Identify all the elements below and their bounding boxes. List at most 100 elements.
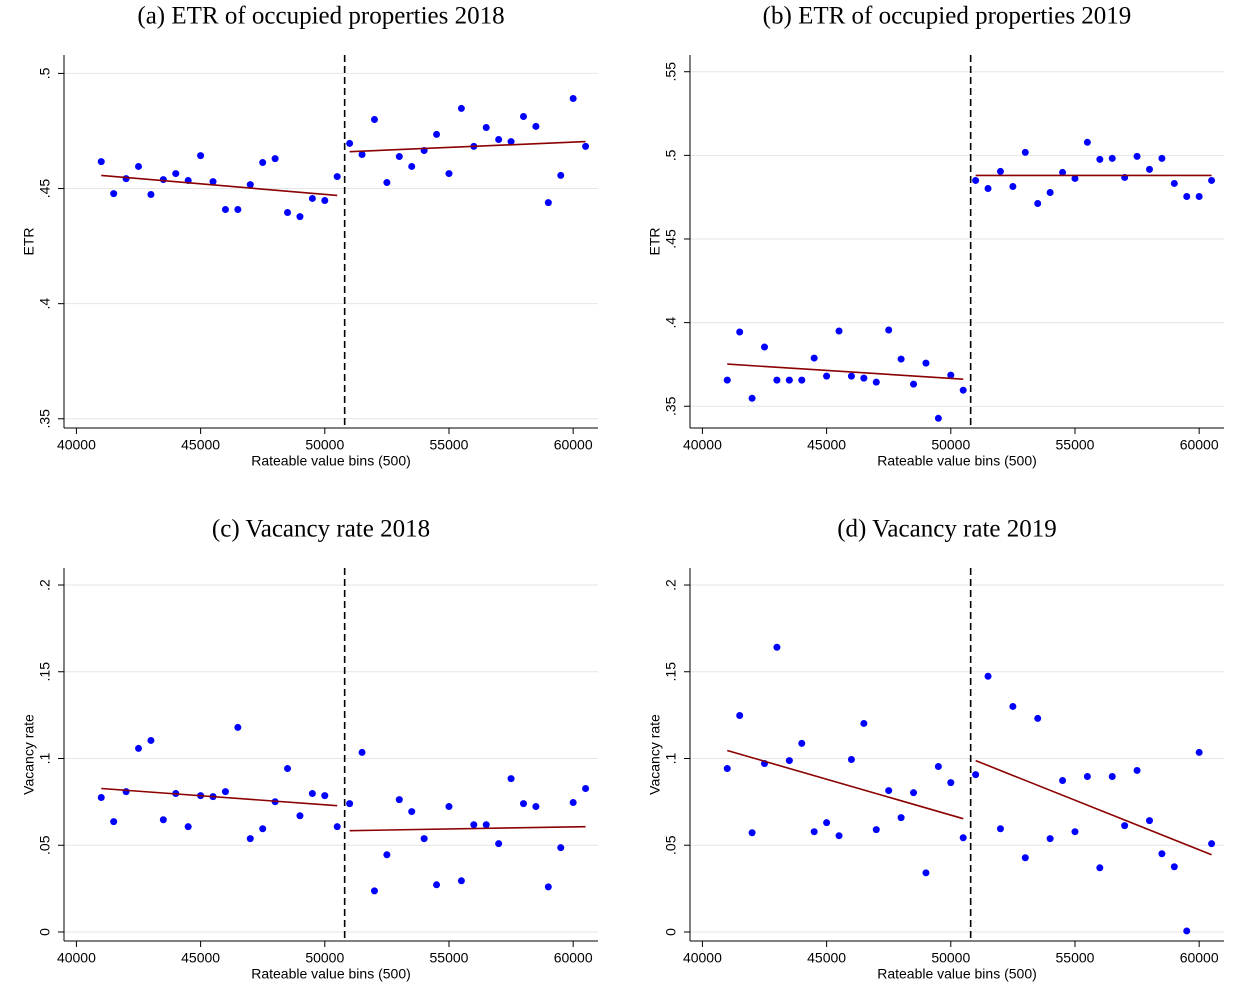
y-tick-label: .4 [37, 298, 53, 310]
data-point [221, 205, 229, 213]
data-point [296, 812, 304, 820]
y-tick-label: .4 [663, 317, 679, 329]
data-point [996, 825, 1004, 833]
x-tick-label: 55000 [1056, 437, 1095, 453]
data-point [984, 184, 992, 192]
data-point [395, 153, 403, 161]
data-point [872, 826, 880, 834]
data-point [445, 803, 453, 811]
data-point [321, 792, 329, 800]
y-tick-label: 0 [37, 928, 53, 936]
data-point [557, 171, 565, 179]
y-axis-label: ETR [647, 228, 663, 256]
data-point [308, 194, 316, 202]
x-tick-label: 60000 [1180, 950, 1219, 966]
x-tick-label: 45000 [807, 437, 846, 453]
data-point [544, 199, 552, 207]
data-point [1183, 193, 1191, 201]
data-point [197, 152, 205, 160]
y-tick-label: .45 [37, 179, 53, 199]
x-tick-label: 45000 [807, 950, 846, 966]
data-point [1133, 152, 1141, 160]
data-point [1208, 176, 1216, 184]
data-point [1133, 766, 1141, 774]
data-point [370, 115, 378, 123]
data-point [1158, 850, 1166, 858]
data-point [172, 170, 180, 178]
data-point [395, 796, 403, 804]
x-tick-label: 40000 [57, 950, 96, 966]
data-point [470, 821, 478, 829]
y-tick-label: .35 [37, 409, 53, 429]
data-point [557, 844, 565, 852]
x-tick-label: 40000 [683, 437, 722, 453]
data-point [482, 124, 490, 132]
data-point [959, 386, 967, 394]
x-tick-label: 55000 [430, 437, 469, 453]
data-point [346, 139, 354, 147]
data-point [544, 883, 552, 891]
x-axis-label: Rateable value bins (500) [877, 966, 1037, 982]
data-point [358, 150, 366, 158]
data-point [110, 818, 118, 826]
data-point [761, 343, 769, 351]
data-point [308, 790, 316, 798]
x-tick-label: 55000 [1056, 950, 1095, 966]
data-point [97, 158, 105, 166]
data-point [1158, 154, 1166, 162]
data-point [773, 643, 781, 651]
data-point [922, 869, 930, 877]
data-point [1083, 138, 1091, 146]
data-point [346, 800, 354, 808]
x-axis-label: Rateable value bins (500) [251, 453, 411, 469]
data-point [234, 205, 242, 213]
data-point [259, 159, 267, 167]
data-point [383, 851, 391, 859]
data-point [1009, 702, 1017, 710]
data-point [1083, 773, 1091, 781]
x-tick-label: 45000 [181, 437, 220, 453]
data-point [284, 208, 292, 216]
data-point [835, 327, 843, 335]
data-point [433, 881, 441, 889]
data-point [835, 832, 843, 840]
y-axis-label: ETR [21, 228, 37, 256]
data-point [582, 785, 590, 793]
data-point [420, 835, 428, 843]
data-point [823, 372, 831, 380]
data-point [1021, 148, 1029, 156]
data-point [457, 104, 465, 112]
data-point [321, 197, 329, 205]
data-point [748, 394, 756, 402]
panel-title: (d) Vacancy rate 2019 [837, 516, 1057, 543]
data-point [723, 765, 731, 773]
data-point [972, 176, 980, 184]
y-tick-label: .1 [37, 752, 53, 764]
fit-line [349, 140, 586, 153]
data-point [1108, 773, 1116, 781]
x-tick-label: 50000 [305, 437, 344, 453]
data-point [519, 800, 527, 808]
plot-area [690, 55, 1224, 428]
data-point [1096, 864, 1104, 872]
data-point [922, 359, 930, 367]
data-point [582, 142, 590, 150]
x-tick-label: 50000 [931, 950, 970, 966]
y-tick-label: 0 [663, 928, 679, 936]
data-point [433, 130, 441, 138]
data-point [159, 816, 167, 824]
data-point [135, 162, 143, 170]
data-point [383, 179, 391, 187]
x-tick-label: 60000 [554, 950, 593, 966]
data-point [532, 122, 540, 130]
y-tick-label: .5 [37, 67, 53, 79]
data-point [507, 138, 515, 146]
data-point [736, 328, 744, 336]
fit-line [727, 749, 964, 820]
data-point [1195, 193, 1203, 201]
data-point [1021, 854, 1029, 862]
data-point [370, 887, 378, 895]
x-tick-label: 55000 [430, 950, 469, 966]
y-tick-label: .2 [37, 579, 53, 591]
